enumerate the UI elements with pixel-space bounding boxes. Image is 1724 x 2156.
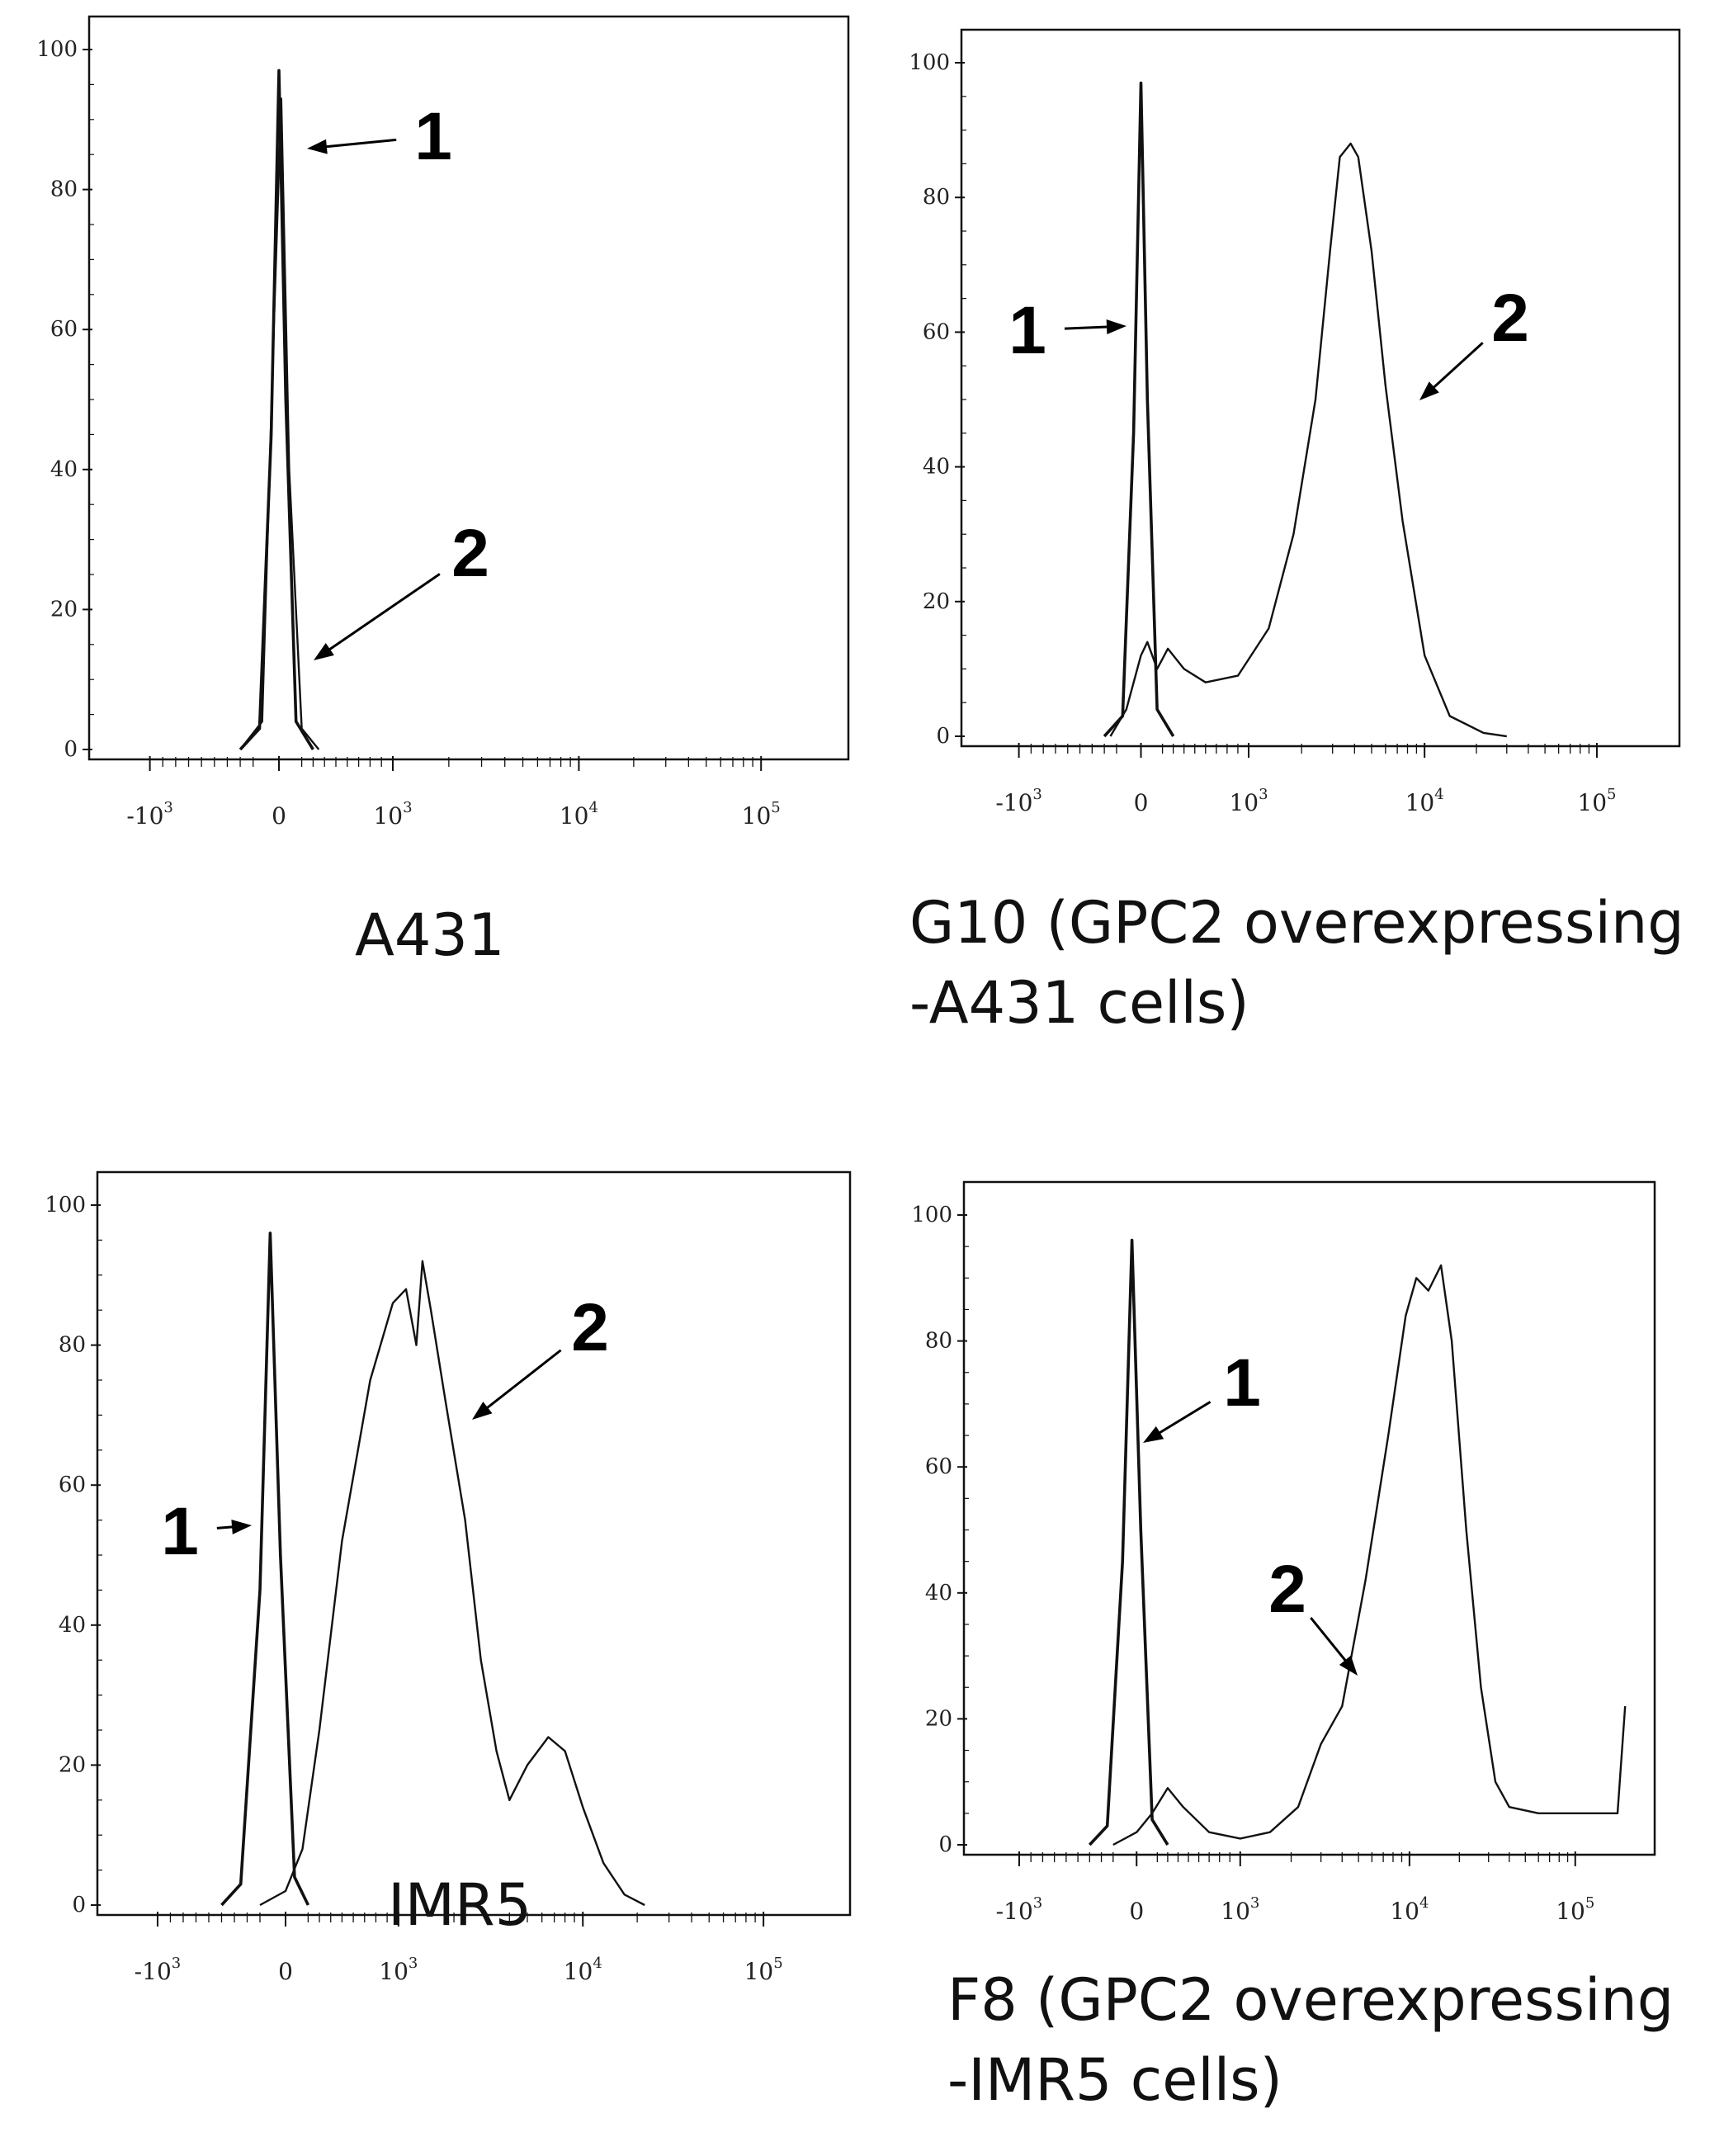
x-tick-label: 104	[564, 1955, 602, 1985]
y-tick-label: 60	[50, 317, 78, 342]
callout-arrowhead	[1419, 381, 1439, 400]
callout-label: 2	[571, 1290, 609, 1365]
callout-arrow-line	[318, 138, 397, 149]
callout-arrowhead	[1106, 319, 1127, 334]
callout-arrow-line	[322, 573, 441, 655]
plot-frame	[87, 15, 850, 761]
callout-arrowhead	[472, 1402, 493, 1420]
histogram-series-2	[1109, 142, 1507, 738]
callout-label: 2	[1491, 281, 1529, 356]
y-tick-label: 0	[72, 1893, 86, 1917]
x-tick-label: 103	[1221, 1894, 1259, 1925]
callout-arrowhead	[1143, 1426, 1164, 1443]
callout-label: 1	[1008, 293, 1046, 368]
x-tick-label: -103	[995, 786, 1042, 816]
y-tick-label: 80	[925, 1329, 952, 1354]
callout-arrow-line	[1427, 342, 1484, 394]
y-tick-label: 20	[59, 1752, 86, 1777]
x-tick-label: 105	[744, 1955, 783, 1985]
x-tick-label: 104	[1405, 786, 1444, 816]
x-tick-label: 104	[560, 799, 598, 830]
histogram-series-1	[239, 69, 314, 751]
y-tick-label: 40	[50, 457, 78, 482]
y-tick-label: 100	[36, 37, 78, 62]
y-tick-label: 20	[923, 589, 950, 614]
x-tick-label: 103	[373, 799, 412, 830]
y-tick-label: 0	[64, 737, 78, 762]
y-tick-label: 60	[925, 1454, 952, 1479]
callout-arrowhead	[314, 643, 334, 660]
histogram-series-1	[1088, 1238, 1169, 1846]
x-tick-label: 0	[278, 1958, 293, 1985]
callout-arrowhead	[231, 1519, 252, 1534]
callout-arrow-line	[1152, 1401, 1212, 1439]
callout-label: 2	[451, 516, 489, 591]
y-tick-label: 20	[50, 597, 78, 622]
x-tick-label: 0	[1129, 1898, 1144, 1925]
y-tick-label: 80	[923, 185, 950, 210]
y-tick-label: 60	[59, 1473, 86, 1497]
callout-arrowhead	[1339, 1655, 1358, 1676]
x-tick-label: 103	[1229, 786, 1268, 816]
plot-frame	[960, 28, 1681, 748]
x-tick-label: 105	[1556, 1894, 1594, 1925]
y-tick-label: 20	[925, 1706, 952, 1731]
histogram-series-2	[239, 97, 320, 750]
panel-caption: IMR5	[388, 1871, 532, 1939]
x-tick-label: -103	[996, 1894, 1043, 1925]
panel-caption: A431	[355, 901, 505, 969]
x-tick-label: 0	[1134, 789, 1149, 816]
histogram-series-2	[259, 1260, 645, 1907]
y-tick-label: 100	[45, 1193, 86, 1217]
y-tick-label: 80	[50, 177, 78, 202]
x-tick-label: -103	[126, 799, 173, 830]
y-tick-label: 60	[923, 319, 950, 344]
callout-arrow-line	[480, 1349, 562, 1414]
callout-label: 1	[161, 1494, 199, 1569]
histogram-series-1	[220, 1232, 310, 1907]
y-tick-label: 40	[923, 455, 950, 480]
x-tick-label: 103	[379, 1955, 418, 1985]
x-tick-label: 0	[272, 802, 286, 830]
x-tick-label: -103	[135, 1955, 182, 1985]
y-tick-label: 40	[925, 1581, 952, 1605]
callout-label: 2	[1268, 1552, 1306, 1627]
y-tick-label: 100	[911, 1203, 952, 1227]
y-tick-label: 0	[936, 724, 950, 749]
callout-arrow-line	[1064, 325, 1116, 330]
panel-caption: F8 (GPC2 overexpressing -IMR5 cells)	[947, 1966, 1674, 2114]
panel-caption: G10 (GPC2 overexpressing -A431 cells)	[909, 889, 1684, 1037]
callout-arrow-line	[1310, 1617, 1352, 1668]
callout-label: 1	[414, 99, 452, 174]
plot-frame	[962, 1180, 1656, 1856]
callout-label: 1	[1223, 1345, 1261, 1421]
y-tick-label: 80	[59, 1333, 86, 1358]
x-tick-label: 105	[742, 799, 781, 830]
histogram-series-2	[1112, 1264, 1627, 1846]
y-tick-label: 40	[59, 1613, 86, 1638]
y-tick-label: 0	[938, 1832, 952, 1857]
callout-arrowhead	[307, 139, 328, 154]
y-tick-label: 100	[909, 50, 950, 75]
plot-frame	[96, 1170, 852, 1917]
x-tick-label: 104	[1390, 1894, 1429, 1925]
x-tick-label: 105	[1577, 786, 1616, 816]
